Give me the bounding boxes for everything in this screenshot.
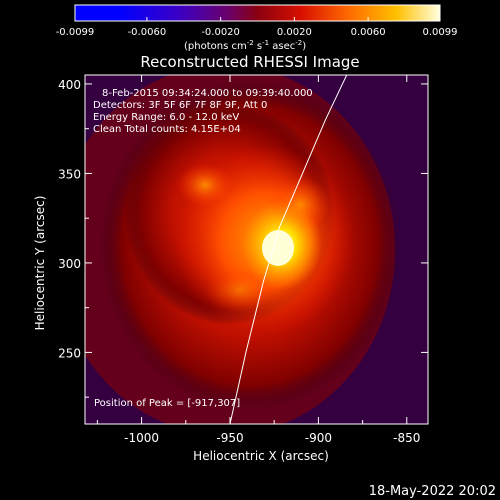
colorbar-gradient	[74, 4, 441, 22]
colorbar-tick-label: -0.0020	[201, 27, 240, 38]
colorbar-units: (photons cm-2 s-1 asec-2)	[184, 39, 307, 52]
y-tick-label: 350	[58, 167, 81, 181]
colorbar-tick-label: -0.0099	[56, 27, 95, 38]
annotation-peak-position: Position of Peak = [-917,307]	[94, 398, 241, 409]
chart-title: Reconstructed RHESSI Image	[140, 53, 360, 71]
solar-limb-curve	[229, 75, 348, 424]
colorbar: -0.0099 -0.0060 -0.0020 0.0020 0.0060 0.0099	[56, 4, 458, 38]
heatmap-image	[85, 75, 428, 424]
colorbar-ticks: -0.0099 -0.0060 -0.0020 0.0020 0.0060 0.0099	[56, 17, 458, 38]
x-tick-label: -850	[393, 431, 420, 445]
y-axis-label: Heliocentric Y (arcsec)	[33, 195, 47, 331]
footer-timestamp: 18-May-2022 20:02	[368, 484, 496, 499]
annotation-detectors: Detectors: 3F 5F 6F 7F 8F 9F, Att 0	[93, 100, 268, 111]
limb-line	[229, 75, 348, 424]
x-tick-label: -900	[305, 431, 332, 445]
x-tick-label: -950	[216, 431, 243, 445]
y-tick-label: 250	[58, 346, 81, 360]
y-tick-label: 400	[58, 78, 81, 92]
annotation-clean-counts: Clean Total counts: 4.15E+04	[93, 124, 241, 135]
y-axis-ticks: 250 300 350 400	[58, 78, 428, 398]
x-axis-ticks: -1000 -950 -900 -850	[96, 75, 420, 445]
annotation-energy-range: Energy Range: 6.0 - 12.0 keV	[93, 112, 240, 123]
colorbar-tick-label: 0.0060	[351, 27, 386, 38]
plot-frame	[84, 74, 429, 425]
annotation-time-range: 8-Feb-2015 09:34:24.000 to 09:39:40.000	[102, 88, 313, 99]
colorbar-tick-label: 0.0020	[277, 27, 312, 38]
x-tick-label: -1000	[124, 431, 159, 445]
colorbar-tick-label: 0.0099	[423, 27, 458, 38]
colorbar-tick-label: -0.0060	[128, 27, 167, 38]
x-axis-label: Heliocentric X (arcsec)	[193, 449, 329, 463]
y-tick-label: 300	[58, 257, 81, 271]
